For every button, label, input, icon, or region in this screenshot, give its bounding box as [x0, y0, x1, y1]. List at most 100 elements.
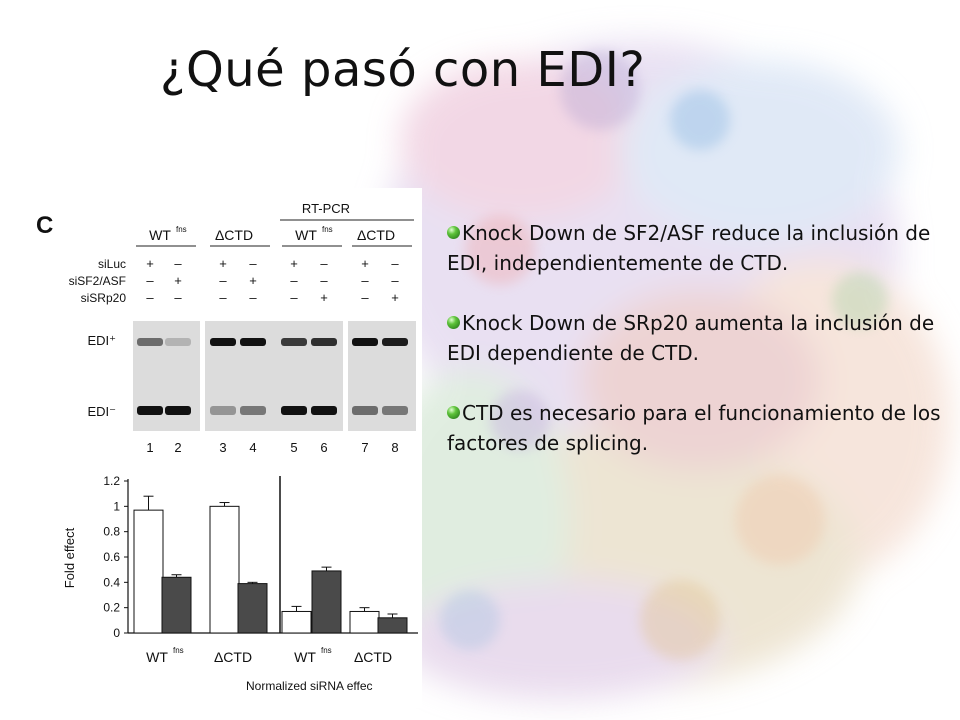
bar	[133, 509, 164, 634]
group-label: ΔCTD	[215, 227, 253, 243]
x-category-superscript: fns	[321, 646, 332, 655]
lane-number: 5	[290, 440, 297, 455]
group-superscript: fns	[176, 225, 187, 234]
bullet-list: Knock Down de SF2/ASF reduce la inclusió…	[447, 218, 947, 488]
gel-band-edi-plus	[137, 338, 163, 346]
bar	[237, 583, 268, 634]
condition-row-label: siSF2/ASF	[69, 274, 126, 288]
bullet-item: CTD es necesario para el funcionamiento …	[447, 398, 947, 458]
x-category-label: ΔCTD	[354, 649, 392, 665]
y-tick-label: 0.2	[103, 601, 120, 615]
condition-sign: +	[219, 256, 227, 271]
gel-band-edi-minus	[240, 406, 266, 415]
condition-sign: –	[391, 273, 399, 288]
lane-number: 3	[219, 440, 226, 455]
condition-row-label: siLuc	[98, 257, 126, 271]
gel-band-edi-plus	[352, 338, 378, 346]
condition-sign: –	[146, 290, 154, 305]
condition-sign: –	[320, 256, 328, 271]
x-category-label: WT	[294, 649, 316, 665]
y-tick-label: 1	[113, 499, 120, 513]
condition-sign: –	[361, 273, 369, 288]
bar	[311, 570, 342, 634]
condition-sign: –	[391, 256, 399, 271]
bullet-item: Knock Down de SRp20 aumenta la inclusión…	[447, 308, 947, 368]
bar	[349, 610, 380, 634]
bullet-item: Knock Down de SF2/ASF reduce la inclusió…	[447, 218, 947, 278]
condition-row-label: siSRp20	[81, 291, 127, 305]
figure-panel-c: C RT-PCR WT fns ΔCTD WT fns ΔCTD siLuc + – + – + – + – si…	[28, 188, 422, 708]
y-axis-title: Fold effect	[62, 527, 77, 588]
y-tick-label: 0.4	[103, 575, 120, 589]
gel-band-edi-minus	[137, 406, 163, 415]
condition-sign: –	[219, 290, 227, 305]
group-label: WT	[149, 227, 171, 243]
group-superscript: fns	[322, 225, 333, 234]
bullet-icon	[447, 226, 460, 239]
bar	[377, 617, 408, 634]
condition-sign: –	[320, 273, 328, 288]
y-tick-label: 0.8	[103, 525, 120, 539]
x-category-superscript: fns	[173, 646, 184, 655]
bullet-text: Knock Down de SF2/ASF reduce la inclusió…	[447, 221, 931, 275]
condition-sign: +	[290, 256, 298, 271]
rtpcr-label: RT-PCR	[302, 201, 350, 216]
condition-sign: –	[249, 256, 257, 271]
gel-band-edi-plus	[240, 338, 266, 346]
condition-sign: +	[361, 256, 369, 271]
condition-sign: +	[249, 273, 257, 288]
bar	[281, 610, 312, 634]
x-category-label: ΔCTD	[214, 649, 252, 665]
y-tick-label: 0	[113, 626, 120, 640]
gel-band-edi-minus	[281, 406, 307, 415]
condition-sign: –	[249, 290, 257, 305]
lane-number: 4	[249, 440, 256, 455]
condition-sign: –	[174, 256, 182, 271]
condition-sign: +	[391, 290, 399, 305]
gel-band-edi-minus	[165, 406, 191, 415]
bar	[161, 576, 192, 634]
condition-sign: –	[174, 290, 182, 305]
bar	[209, 505, 240, 634]
gel-band-edi-plus	[165, 338, 191, 346]
condition-sign: +	[320, 290, 328, 305]
gel-band-edi-minus	[311, 406, 337, 415]
condition-sign: –	[361, 290, 369, 305]
y-tick-label: 1.2	[103, 474, 120, 488]
gel-band-edi-plus	[210, 338, 236, 346]
x-axis-title: Normalized siRNA effec	[246, 679, 373, 693]
group-label: WT	[295, 227, 317, 243]
condition-sign: +	[174, 273, 182, 288]
gel-band-edi-minus	[382, 406, 408, 415]
condition-sign: +	[146, 256, 154, 271]
gel-band-edi-plus	[311, 338, 337, 346]
y-tick-label: 0.6	[103, 550, 120, 564]
slide-title: ¿Qué pasó con EDI?	[160, 42, 646, 98]
bullet-icon	[447, 406, 460, 419]
gel-band-edi-minus	[352, 406, 378, 415]
gel-divider	[200, 321, 205, 431]
lane-number: 6	[320, 440, 327, 455]
condition-sign: –	[219, 273, 227, 288]
gel-band-edi-minus	[210, 406, 236, 415]
gel-divider	[343, 321, 348, 431]
bullet-text: CTD es necesario para el funcionamiento …	[447, 401, 941, 455]
bullet-icon	[447, 316, 460, 329]
figure-svg: C RT-PCR WT fns ΔCTD WT fns ΔCTD siLuc + – + – + – + – si…	[36, 201, 418, 693]
x-category-label: WT	[146, 649, 168, 665]
band-label: EDI⁻	[87, 404, 116, 419]
group-label: ΔCTD	[357, 227, 395, 243]
gel-band-edi-plus	[281, 338, 307, 346]
condition-sign: –	[290, 290, 298, 305]
panel-label: C	[36, 212, 53, 239]
bullet-text: Knock Down de SRp20 aumenta la inclusión…	[447, 311, 935, 365]
lane-number: 1	[146, 440, 153, 455]
gel-band-edi-plus	[382, 338, 408, 346]
band-label: EDI⁺	[87, 333, 116, 348]
lane-number: 7	[361, 440, 368, 455]
lane-number: 2	[174, 440, 181, 455]
lane-number: 8	[391, 440, 398, 455]
condition-sign: –	[290, 273, 298, 288]
condition-sign: –	[146, 273, 154, 288]
